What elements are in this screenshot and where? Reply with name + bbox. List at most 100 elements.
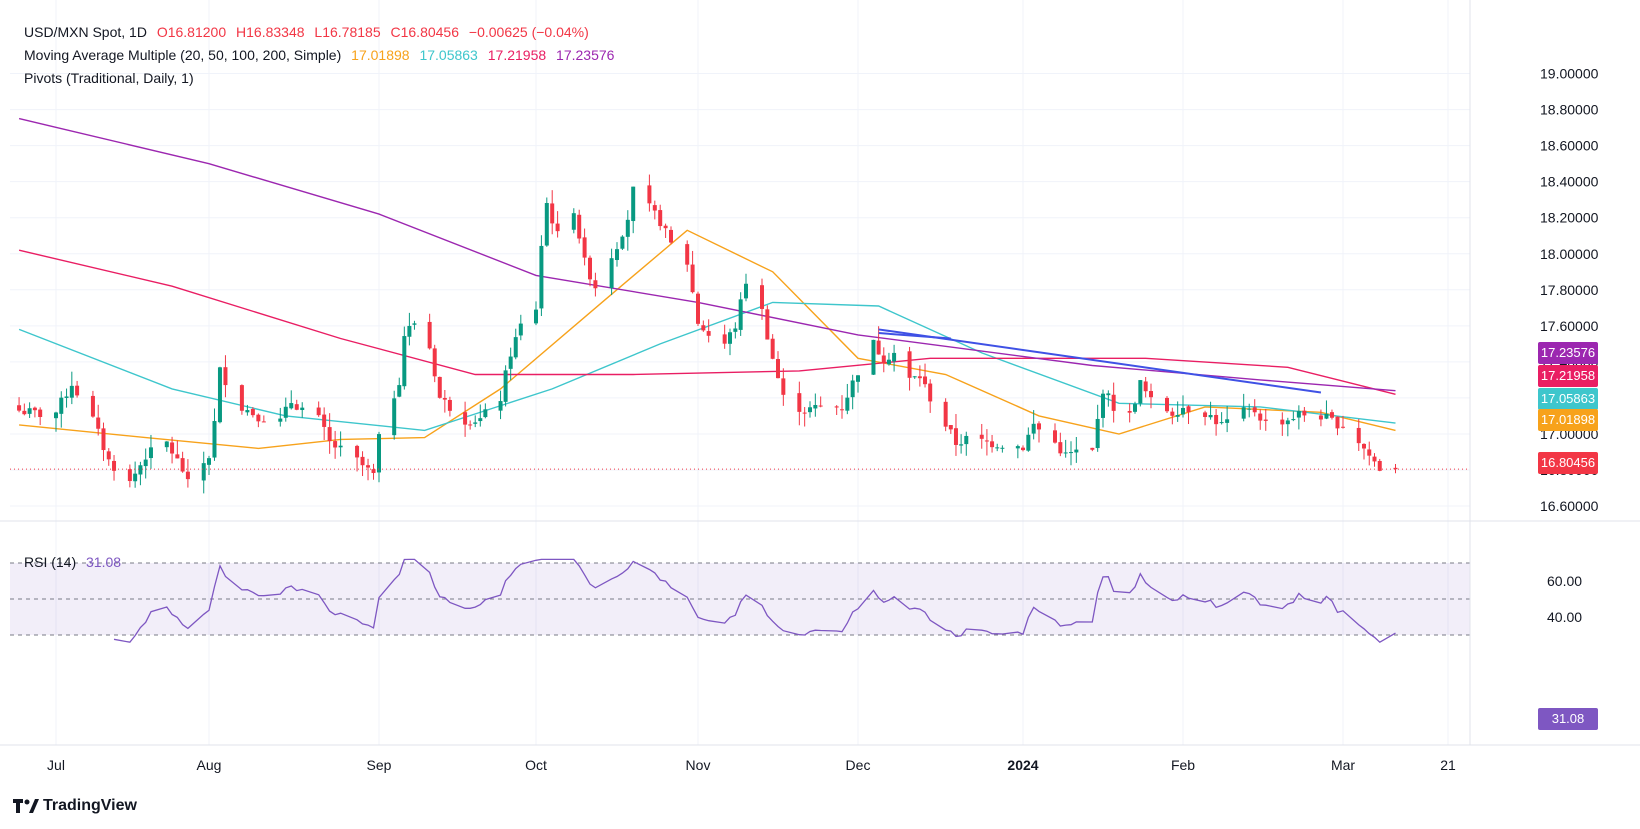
candle-body	[250, 409, 255, 416]
candle-body	[948, 425, 953, 430]
candle-body	[127, 469, 132, 482]
candle-body	[106, 451, 111, 460]
candle-body	[1285, 420, 1290, 425]
candle-body	[112, 460, 117, 471]
price-tick-label: 17.60000	[1540, 318, 1599, 334]
tradingview-branding[interactable]: TradingView	[13, 797, 137, 815]
candle-body	[765, 309, 770, 340]
candle-body	[685, 244, 690, 265]
rsi-title: RSI (14)	[24, 554, 77, 570]
candle-body	[696, 293, 700, 324]
candle-body	[1362, 443, 1366, 449]
change-value: −0.00625 (−0.04%)	[468, 24, 589, 40]
candle-body	[609, 258, 614, 288]
candle-body	[1219, 422, 1224, 424]
candle-body	[180, 458, 185, 472]
sma50-line	[18, 301, 1396, 432]
rsi-tick-label: 40.00	[1547, 609, 1582, 625]
candle-body	[1021, 447, 1025, 451]
candle-body	[513, 337, 518, 358]
candle-body	[1031, 423, 1036, 434]
candle-body	[856, 375, 860, 382]
candle-body	[256, 414, 261, 422]
time-tick-label: Aug	[197, 757, 222, 773]
trendline	[878, 332, 951, 340]
ma20-value: 17.01898	[351, 47, 410, 63]
candle-body	[442, 397, 447, 400]
candle-body	[733, 328, 738, 332]
symbol-legend: USD/MXN Spot, 1D O16.81200 H16.83348 L16…	[24, 22, 595, 42]
candle-body	[571, 213, 576, 230]
time-tick-label: 21	[1440, 757, 1456, 773]
rsi-value-tag: 31.08	[1538, 708, 1598, 730]
candle-body	[845, 397, 850, 411]
candle-body	[392, 398, 397, 436]
candle-body	[1203, 412, 1208, 418]
candle-body	[338, 445, 343, 448]
sma200-line	[18, 117, 1396, 392]
candle-body	[555, 223, 560, 232]
candle-body	[75, 385, 80, 396]
candle-body	[1181, 407, 1185, 415]
candle-body	[483, 409, 488, 418]
candle-body	[1324, 413, 1329, 419]
price-tick-label: 18.60000	[1540, 138, 1599, 154]
candle-body	[738, 299, 743, 330]
ma50-value: 17.05863	[419, 47, 478, 63]
candle-body	[1143, 381, 1148, 392]
price-tick-label: 18.40000	[1540, 174, 1599, 190]
candle-body	[143, 459, 148, 467]
candle-body	[1106, 393, 1111, 396]
candle-body	[979, 434, 984, 439]
candle-body	[1214, 414, 1219, 425]
candle-body	[322, 414, 327, 427]
candle-body	[1280, 419, 1285, 425]
rsi-tick-label: 60.00	[1547, 573, 1582, 589]
ma20-price-tag: 17.01898	[1538, 409, 1598, 431]
candle-body	[327, 427, 332, 442]
candle-body	[468, 424, 473, 426]
candle-body	[1367, 449, 1372, 456]
candle-body	[1133, 404, 1137, 412]
candle-body	[261, 421, 266, 423]
candle-body	[407, 325, 412, 337]
candle-body	[371, 469, 376, 474]
candle-body	[175, 454, 180, 459]
price-pane	[10, 117, 1470, 494]
rsi-legend: RSI (14) 31.08	[24, 552, 127, 572]
candle-body	[808, 407, 812, 413]
candle-body	[1127, 410, 1132, 413]
candle-body	[1074, 449, 1079, 453]
candle-body	[447, 399, 452, 411]
candle-body	[1069, 452, 1073, 454]
candle-body	[59, 397, 64, 414]
candle-body	[550, 203, 555, 224]
candle-body	[96, 417, 101, 429]
pivots-title: Pivots (Traditional, Daily, 1)	[24, 70, 194, 86]
candle-body	[728, 332, 732, 344]
open-value: O16.81200	[156, 24, 227, 40]
candle-body	[1302, 410, 1307, 416]
candle-body	[245, 410, 250, 413]
candle-body	[1318, 415, 1323, 420]
price-tick-label: 19.00000	[1540, 66, 1599, 82]
ma100-value: 17.21958	[487, 47, 547, 63]
candle-body	[1058, 442, 1063, 454]
candle-body	[27, 408, 32, 414]
candle-body	[1291, 419, 1296, 421]
ma100-price-tag: 17.21958	[1538, 365, 1598, 387]
tradingview-logo-icon	[13, 799, 39, 813]
candle-body	[1111, 394, 1116, 411]
candle-body	[463, 412, 468, 425]
ma-legend: Moving Average Multiple (20, 50, 100, 20…	[24, 45, 620, 65]
candle-body	[366, 465, 371, 468]
candle-body	[834, 406, 839, 408]
candle-body	[690, 264, 695, 293]
candle-body	[1252, 407, 1257, 413]
candle-body	[1329, 412, 1334, 418]
time-tick-label: Feb	[1171, 757, 1195, 773]
candle-body	[964, 435, 969, 445]
candle-body	[588, 257, 592, 280]
candle-body	[1263, 419, 1268, 421]
candle-body	[781, 378, 786, 395]
